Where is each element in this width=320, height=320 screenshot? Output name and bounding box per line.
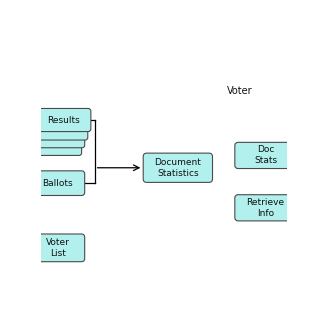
Text: Voter
List: Voter List [46, 238, 70, 258]
Text: Voter: Voter [227, 86, 252, 96]
FancyBboxPatch shape [31, 126, 85, 148]
Text: Retrieve
Info: Retrieve Info [247, 198, 285, 218]
Text: Document
Statistics: Document Statistics [155, 158, 201, 178]
FancyBboxPatch shape [235, 195, 296, 221]
FancyBboxPatch shape [37, 108, 91, 132]
Text: Doc
Stats: Doc Stats [254, 145, 277, 165]
FancyBboxPatch shape [31, 234, 85, 262]
Text: Ballots: Ballots [43, 179, 73, 188]
FancyBboxPatch shape [31, 171, 85, 196]
FancyBboxPatch shape [143, 153, 212, 182]
FancyBboxPatch shape [34, 118, 88, 140]
FancyBboxPatch shape [28, 134, 82, 156]
FancyBboxPatch shape [235, 142, 296, 169]
Text: Results: Results [48, 116, 80, 124]
